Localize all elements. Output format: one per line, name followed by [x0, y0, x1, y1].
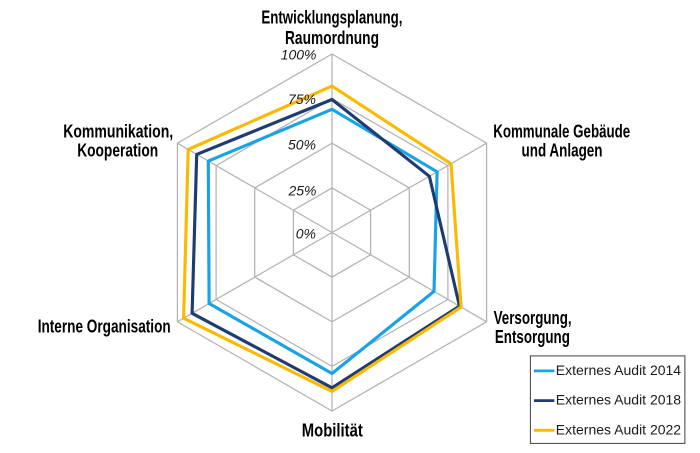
svg-text:Kommunikation,: Kommunikation, [63, 122, 173, 142]
svg-text:Raumordnung: Raumordnung [285, 28, 379, 48]
svg-text:Kommunale Gebäude: Kommunale Gebäude [493, 121, 630, 141]
svg-text:und Anlagen: und Anlagen [522, 141, 603, 161]
svg-text:Versorgung,: Versorgung, [494, 308, 572, 328]
svg-text:Interne Organisation: Interne Organisation [38, 317, 171, 337]
svg-text:25%: 25% [287, 182, 316, 198]
svg-text:Externes Audit 2014: Externes Audit 2014 [556, 362, 682, 378]
svg-text:Entwicklungsplanung,: Entwicklungsplanung, [261, 8, 402, 28]
svg-text:Entsorgung: Entsorgung [495, 327, 570, 347]
svg-text:75%: 75% [288, 91, 316, 107]
svg-text:Mobilität: Mobilität [302, 421, 363, 441]
svg-text:Externes Audit 2018: Externes Audit 2018 [556, 392, 682, 408]
svg-text:Kooperation: Kooperation [77, 141, 158, 161]
svg-text:50%: 50% [288, 137, 316, 153]
svg-text:Externes Audit 2022: Externes Audit 2022 [556, 421, 682, 437]
svg-text:0%: 0% [296, 226, 316, 242]
svg-text:100%: 100% [281, 47, 317, 63]
